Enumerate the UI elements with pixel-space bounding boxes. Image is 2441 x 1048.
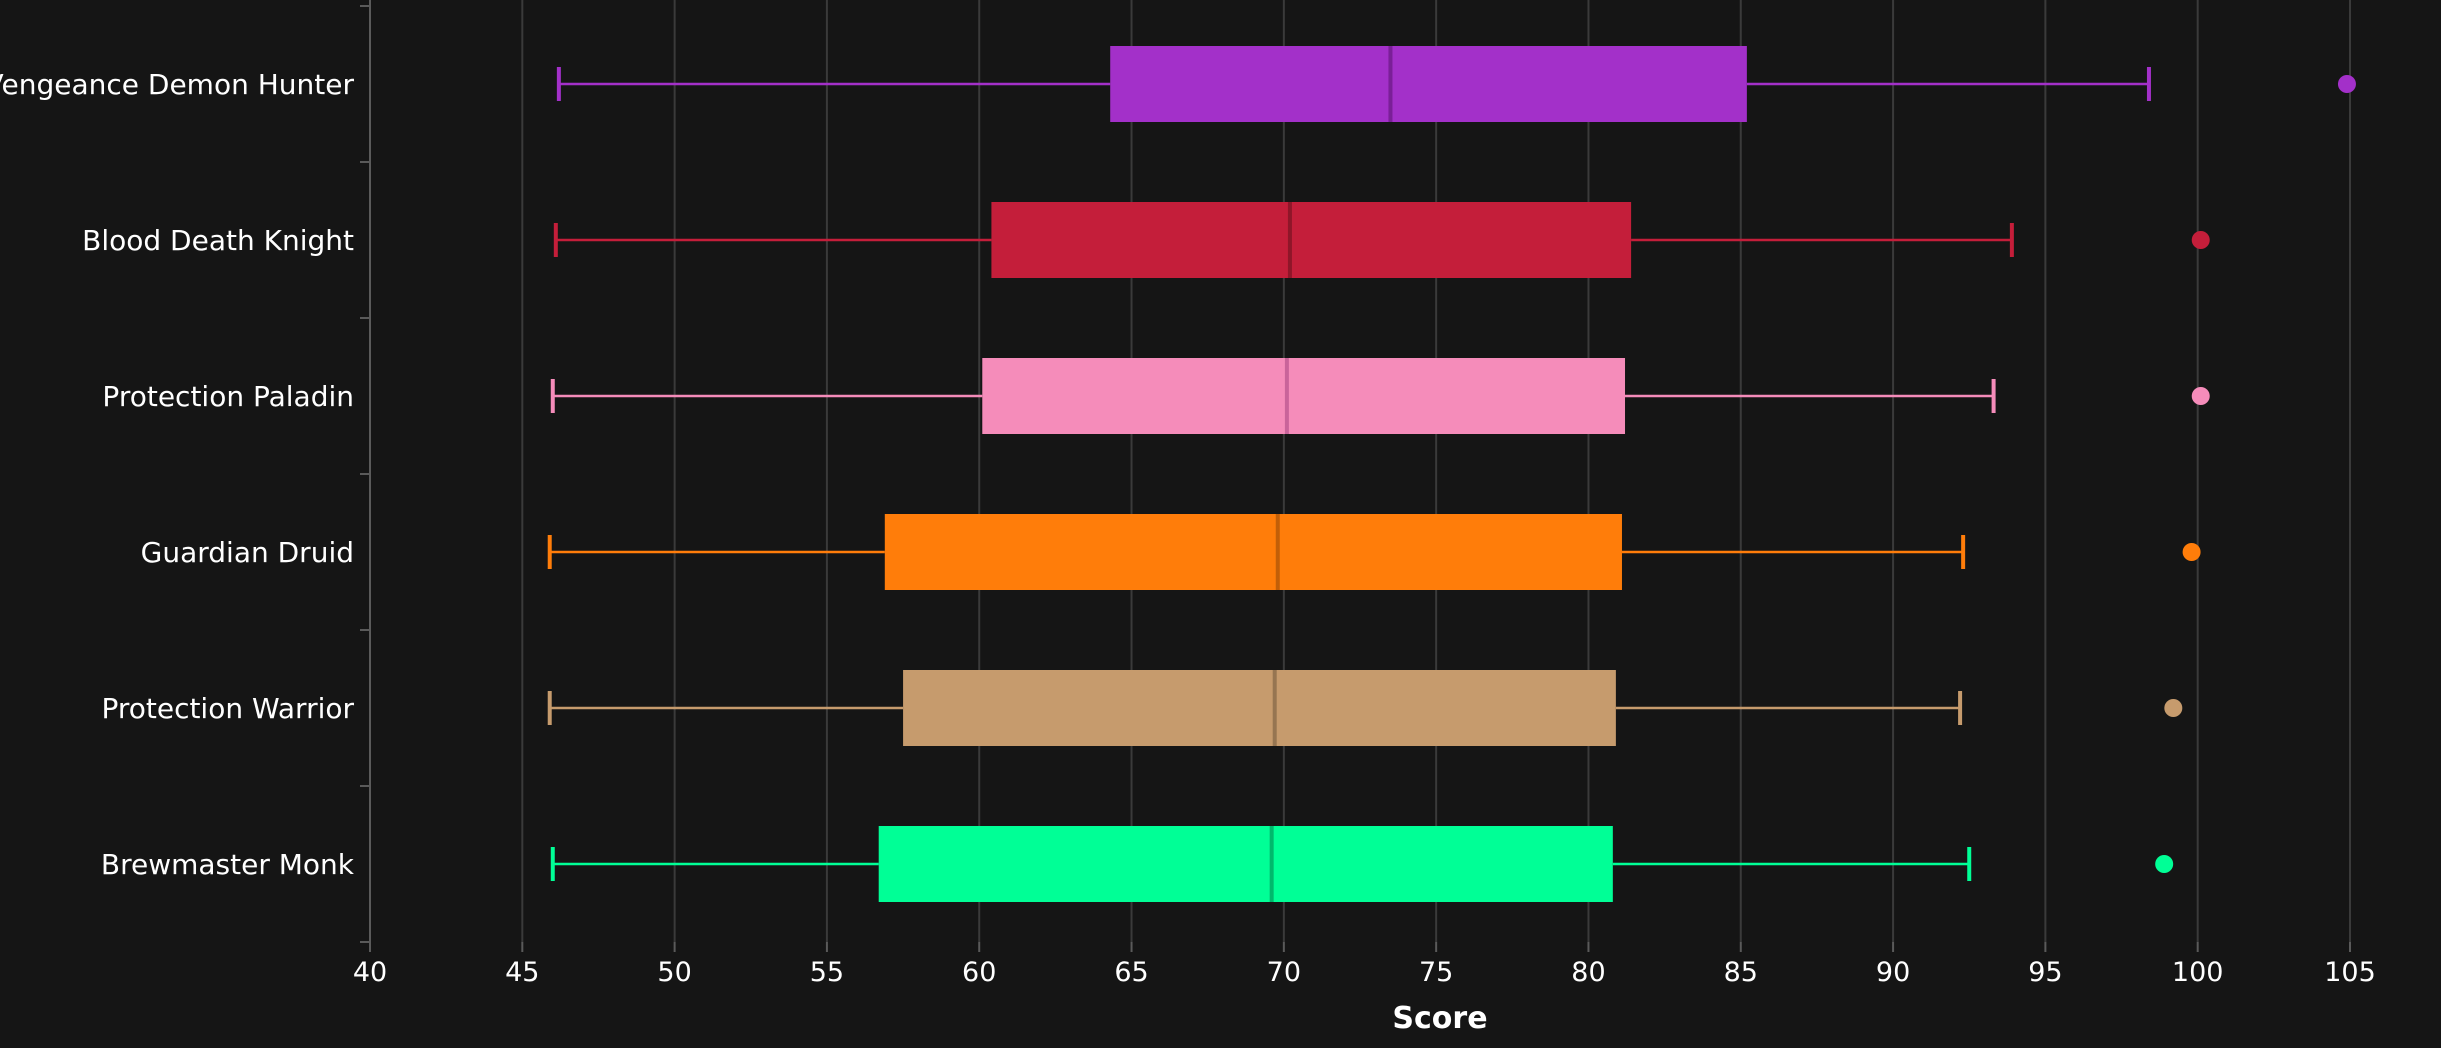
iqr-box — [991, 202, 1632, 278]
category-label: Blood Death Knight — [82, 224, 354, 257]
x-tick-label: 40 — [353, 957, 387, 988]
box-series — [550, 826, 2174, 902]
outlier-point — [2164, 699, 2183, 717]
outlier-point — [2182, 543, 2201, 561]
outlier-point — [2155, 855, 2174, 873]
box-series — [547, 670, 2183, 746]
x-tick-label: 95 — [2028, 957, 2062, 988]
x-tick-label: 65 — [1114, 957, 1148, 988]
iqr-box — [878, 826, 1613, 902]
x-tick-label: 90 — [1876, 957, 1910, 988]
iqr-box — [982, 358, 1626, 434]
box-series — [547, 514, 2201, 590]
labels: 40 45 50 55 60 65 70 75 80 85 90 95 100 105 Vengeance … — [0, 68, 2376, 988]
gridlines — [521, 0, 2351, 942]
x-tick-label: 100 — [2172, 957, 2224, 988]
box-series — [553, 202, 2210, 278]
box-series — [556, 46, 2356, 122]
category-label: Protection Warrior — [101, 692, 354, 725]
iqr-box — [884, 514, 1622, 590]
iqr-box — [1110, 46, 1747, 122]
x-tick-label: 55 — [810, 957, 844, 988]
iqr-box — [903, 670, 1616, 746]
x-tick-label: 80 — [1571, 957, 1605, 988]
x-tick-label: 70 — [1267, 957, 1301, 988]
category-label: Protection Paladin — [102, 380, 354, 413]
x-tick-label: 75 — [1419, 957, 1453, 988]
x-tick-label: 60 — [962, 957, 996, 988]
outlier-point — [2337, 75, 2356, 93]
category-label: Brewmaster Monk — [101, 848, 355, 881]
category-label: Guardian Druid — [141, 536, 354, 569]
box-series — [550, 358, 2210, 434]
outlier-point — [2191, 231, 2210, 249]
x-axis-title: Score — [1392, 1001, 1487, 1036]
category-label: Vengeance Demon Hunter — [0, 68, 354, 101]
x-tick-label: 50 — [657, 957, 691, 988]
x-tick-label: 105 — [2324, 957, 2376, 988]
outlier-point — [2191, 387, 2210, 405]
x-tick-label: 85 — [1724, 957, 1758, 988]
boxes — [547, 46, 2356, 902]
axes — [360, 0, 2351, 952]
x-tick-label: 45 — [505, 957, 539, 988]
